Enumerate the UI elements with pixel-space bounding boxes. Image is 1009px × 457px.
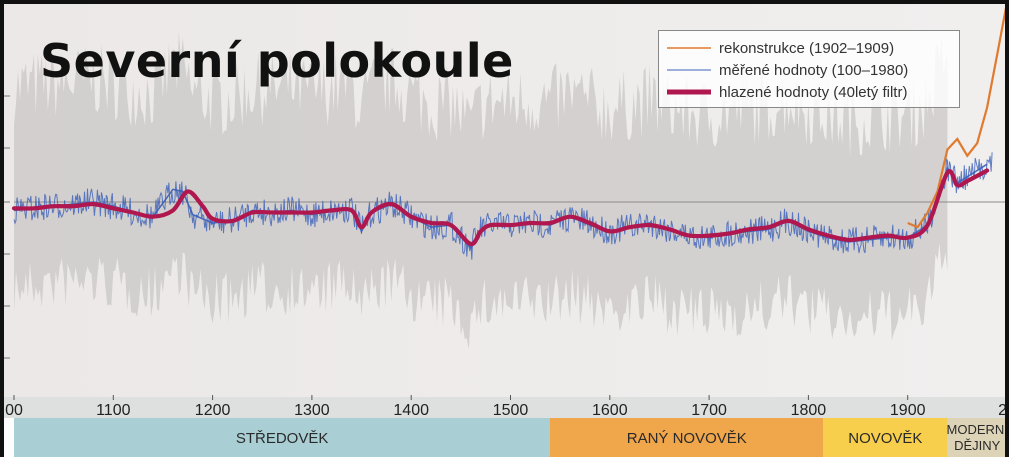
- legend-label-reconstruction: rekonstrukce (1902–1909): [719, 39, 895, 57]
- era-středověk: STŘEDOVĚK: [14, 418, 551, 457]
- chart-title: Severní polokoule: [40, 34, 514, 88]
- x-axis: 00 1100 1200 1300 1400 1500 1600 1700 1800 1900 20: [5, 395, 1005, 419]
- x-tick-label: 1500: [493, 402, 529, 419]
- legend-label-measured: měřené hodnoty (100–1980): [719, 61, 909, 79]
- era-raný-novověk: RANÝ NOVOVĚK: [550, 418, 824, 457]
- x-tick-label: 1300: [294, 402, 330, 419]
- legend-item-measured: měřené hodnoty (100–1980): [667, 59, 951, 81]
- x-axis-strip: [4, 397, 1005, 418]
- legend-swatch-measured: [667, 69, 711, 71]
- x-tick-label: 1900: [890, 402, 926, 419]
- x-tick-label: 1800: [791, 402, 827, 419]
- legend-swatch-smoothed: [667, 89, 711, 95]
- series-line-reconstruction: [907, 7, 1005, 229]
- x-tick-label: 1700: [691, 402, 727, 419]
- series-line-noise: [13, 152, 993, 260]
- x-tick-label: 20: [998, 402, 1005, 419]
- legend-item-smoothed: hlazené hodnoty (40letý filtr): [667, 81, 951, 103]
- uncertainty-band: [14, 31, 948, 350]
- y-tick-marks: [4, 95, 10, 359]
- legend-label-smoothed: hlazené hodnoty (40letý filtr): [719, 83, 908, 101]
- legend-swatch-reconstruction: [667, 47, 711, 49]
- era-moderní-dějiny: MODERNÍ DĚJINY: [947, 418, 1005, 457]
- x-tick-label: 1200: [195, 402, 231, 419]
- x-tick-label: 1100: [96, 402, 131, 419]
- legend-item-reconstruction: rekonstrukce (1902–1909): [667, 37, 951, 59]
- era-novověk: NOVOVĚK: [823, 418, 948, 457]
- series-line-smoothed: [11, 168, 990, 247]
- x-tick-label: 1600: [592, 402, 628, 419]
- era-bar: STŘEDOVĚK RANÝ NOVOVĚK NOVOVĚK MODERNÍ DĚJI…: [8, 418, 1005, 457]
- x-tick-label: 00: [5, 402, 23, 419]
- legend: rekonstrukce (1902–1909) měřené hodnoty …: [658, 30, 960, 108]
- x-tick-label: 1400: [393, 402, 429, 419]
